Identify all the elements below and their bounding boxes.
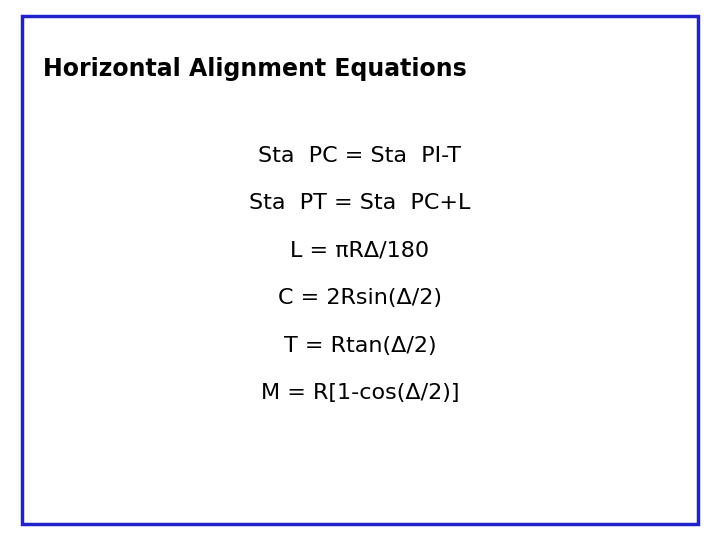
Text: C = 2Rsin(Δ/2): C = 2Rsin(Δ/2) [278, 288, 442, 308]
Text: Sta  PT = Sta  PC+L: Sta PT = Sta PC+L [249, 193, 471, 213]
Text: M = R[1-cos(Δ/2)]: M = R[1-cos(Δ/2)] [261, 383, 459, 403]
Text: Horizontal Alignment Equations: Horizontal Alignment Equations [43, 57, 467, 80]
Text: L = πRΔ/180: L = πRΔ/180 [290, 241, 430, 261]
Text: Sta  PC = Sta  PI-T: Sta PC = Sta PI-T [258, 146, 462, 166]
Text: T = Rtan(Δ/2): T = Rtan(Δ/2) [284, 336, 436, 356]
